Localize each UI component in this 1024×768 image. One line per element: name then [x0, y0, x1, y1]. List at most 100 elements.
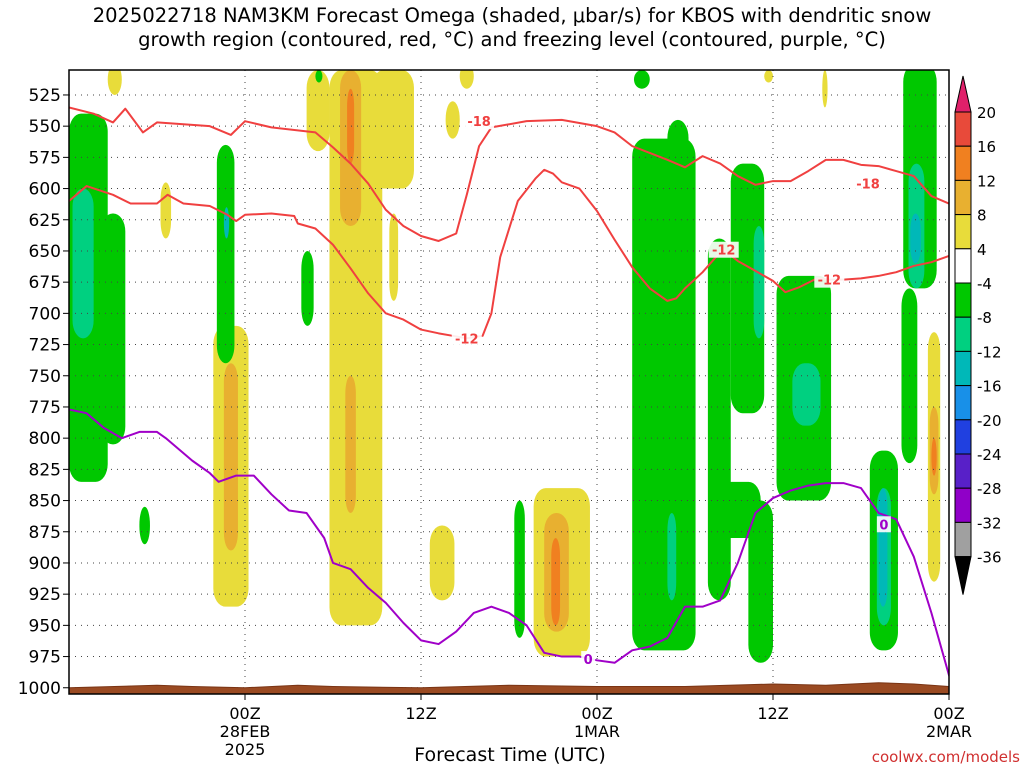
x-tick-label-0-1: 28FEB [220, 722, 271, 741]
isotherm-label-bg-0-0 [464, 113, 495, 130]
x-tick-label-40-0: 00Z [933, 704, 964, 723]
omega-region-31 [667, 119, 689, 264]
colorbar-label-0: 20 [977, 104, 996, 122]
omega-region-32 [707, 238, 731, 601]
colorbar-bin-13 [954, 521, 972, 558]
omega-region-33 [667, 513, 677, 601]
y-tick-label-750: 750 [29, 367, 61, 387]
colorbar-bin-9 [954, 385, 972, 421]
omega-region-39 [792, 363, 821, 426]
isotherm-label-1-0: -12 [455, 332, 479, 347]
colorbar-label-8: -16 [977, 378, 1002, 396]
omega-region-15 [345, 375, 356, 514]
omega-region-26 [551, 538, 561, 626]
isotherm-line-minus12 [69, 168, 949, 340]
colorbar-bin-10 [954, 419, 972, 455]
colorbar-label-1: 16 [977, 138, 996, 156]
omega-region-42 [878, 488, 888, 607]
x-tick-label-0-0: 00Z [229, 704, 260, 723]
colorbar-bottom-arrow [954, 556, 972, 595]
omega-region-22 [459, 70, 474, 89]
omega-shading-layer [69, 70, 941, 663]
y-tick-label-950: 950 [29, 616, 61, 636]
omega-region-2 [100, 213, 126, 445]
credit-label: coolwx.com/models [871, 748, 1020, 766]
omega-region-36 [748, 500, 773, 663]
colorbar-label-12: -32 [977, 514, 1002, 532]
omega-region-28 [764, 70, 773, 83]
y-axis: 525 550 575 600 625 650 675 700 725 750 775 800 825 8… [18, 86, 69, 699]
isotherm-label-2-0: 0 [584, 653, 593, 668]
colorbar-bin-7 [954, 316, 972, 352]
colorbar-bin-12 [954, 487, 972, 523]
omega-region-10 [306, 70, 330, 152]
y-tick-label-550: 550 [29, 117, 61, 137]
isotherm-label-2-1: 0 [879, 518, 888, 533]
omega-region-27 [633, 70, 650, 89]
y-tick-label-725: 725 [29, 336, 61, 356]
y-tick-label-900: 900 [29, 554, 61, 574]
colorbar-bin-2 [954, 145, 972, 181]
colorbar-label-9: -20 [977, 412, 1002, 430]
omega-region-37 [753, 226, 765, 339]
isotherm-label-0-1: -18 [856, 178, 880, 193]
y-tick-label-600: 600 [29, 180, 61, 200]
colorbar-bin-6 [954, 282, 972, 318]
y-tick-label-925: 925 [29, 585, 61, 605]
omega-region-14 [347, 88, 355, 164]
isotherm-label-bg-2-0 [581, 651, 596, 668]
isotherm-label-1-2: -12 [818, 274, 842, 289]
y-tick-label-1000: 1000 [18, 679, 61, 699]
x-axis-label: Forecast Time (UTC) [414, 744, 606, 766]
colorbar-bin-8 [954, 350, 972, 387]
grid-layer [69, 70, 949, 694]
omega-region-9 [223, 207, 230, 239]
colorbar-label-2: 12 [977, 172, 996, 190]
isotherm-label-bg-0-1 [853, 175, 884, 192]
omega-region-7 [223, 363, 238, 551]
plot-frame [68, 69, 950, 695]
omega-region-18 [371, 70, 414, 189]
y-tick-label-575: 575 [29, 148, 61, 168]
colorbar-bin-3 [954, 179, 972, 216]
isotherm-label-0-0: -18 [467, 115, 491, 130]
colorbar-bin-4 [954, 214, 972, 250]
omega-region-8 [216, 144, 235, 364]
omega-region-1 [72, 188, 94, 339]
y-tick-label-525: 525 [29, 86, 61, 106]
omega-region-29 [822, 70, 828, 108]
omega-region-19 [389, 213, 399, 301]
colorbar-bin-1 [954, 111, 972, 147]
isotherm-layer: -18 -18 -12 -12 -12 0 0 [69, 106, 949, 678]
y-tick-label-775: 775 [29, 398, 61, 418]
omega-region-5 [160, 182, 172, 239]
omega-region-4 [107, 70, 122, 95]
omega-region-35 [730, 163, 765, 414]
isotherm-label-bg-1-0 [451, 330, 482, 347]
colorbar-label-13: -36 [977, 549, 1002, 567]
terrain-layer [69, 682, 949, 694]
x-tick-label-20-1: 1MAR [574, 722, 620, 741]
omega-region-46 [931, 438, 937, 476]
y-tick-label-875: 875 [29, 523, 61, 543]
colorbar-bin-11 [954, 453, 972, 489]
isotherm-label-bg-1-1 [708, 241, 739, 258]
y-tick-label-625: 625 [29, 211, 61, 231]
isotherm-label-1-1: -12 [712, 244, 736, 259]
colorbar-bin-5 [954, 248, 972, 284]
omega-region-21 [429, 525, 455, 601]
x-tick-label-0-2: 2025 [225, 740, 266, 759]
colorbar-top-arrow [954, 75, 972, 113]
y-tick-label-675: 675 [29, 273, 61, 293]
y-tick-label-825: 825 [29, 460, 61, 480]
y-tick-label-975: 975 [29, 648, 61, 668]
y-tick-label-850: 850 [29, 492, 61, 512]
x-tick-label-10-0: 12Z [405, 704, 436, 723]
x-tick-label-20-0: 00Z [581, 704, 612, 723]
omega-region-20 [445, 101, 460, 139]
isotherm-line-0 [69, 408, 949, 678]
isotherm-label-bg-1-2 [814, 271, 845, 288]
x-tick-label-40-1: 2MAR [926, 722, 972, 741]
